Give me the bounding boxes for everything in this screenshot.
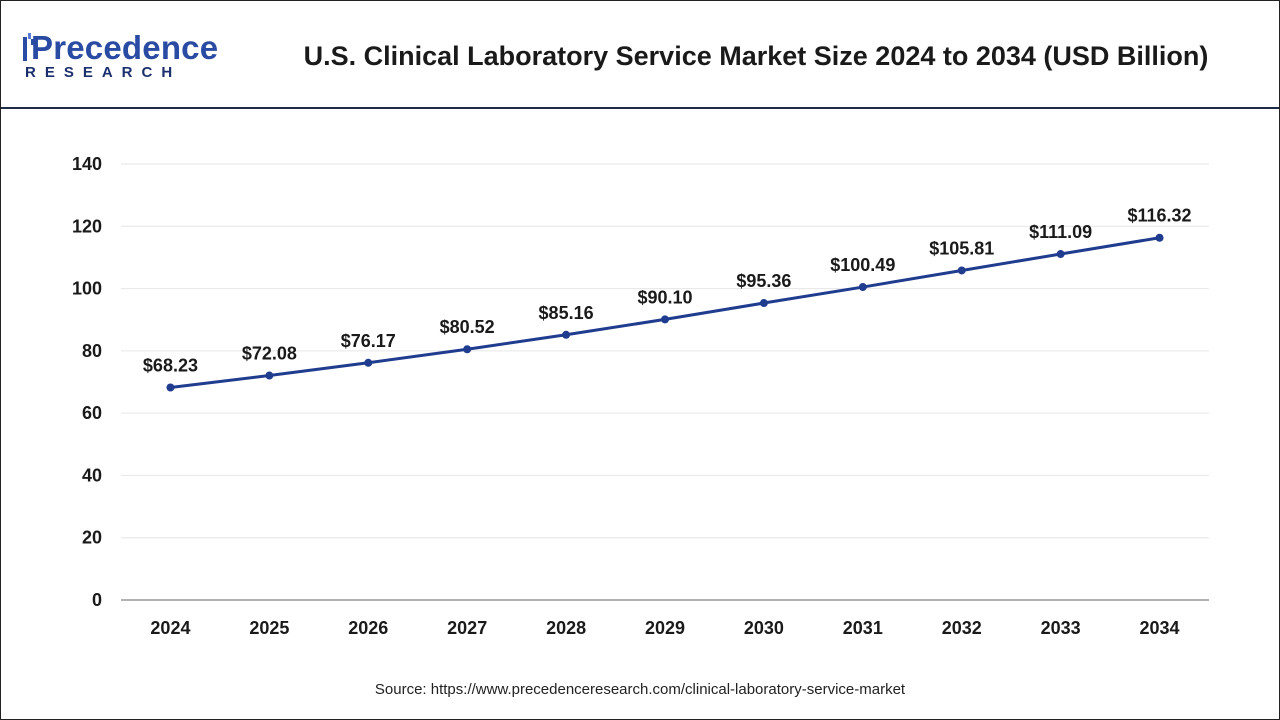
logo-mark-icon <box>23 33 34 61</box>
data-label: $68.23 <box>143 356 198 376</box>
y-tick-label: 60 <box>82 403 102 423</box>
brand-name: Precedence <box>31 29 219 66</box>
x-tick-label: 2033 <box>1041 618 1081 638</box>
x-tick-label: 2034 <box>1140 618 1180 638</box>
x-tick-label: 2032 <box>942 618 982 638</box>
y-tick-label: 20 <box>82 528 102 548</box>
data-point <box>166 383 175 392</box>
data-label: $116.32 <box>1128 206 1192 226</box>
data-point <box>957 266 966 275</box>
data-point <box>265 371 274 380</box>
source-caption: Source: https://www.precedenceresearch.c… <box>374 681 906 698</box>
x-tick-label: 2027 <box>447 618 487 638</box>
series-line <box>170 236 1160 390</box>
x-tick-label: 2026 <box>348 618 388 638</box>
x-tick-label: 2029 <box>645 618 685 638</box>
data-point <box>661 315 669 324</box>
x-tick-label: 2024 <box>150 618 190 638</box>
data-point <box>858 283 867 292</box>
data-point <box>1155 233 1164 242</box>
data-point <box>562 330 571 339</box>
data-point <box>1056 250 1065 259</box>
header: Precedence RESEARCH U.S. Clinical Labora… <box>1 1 1279 109</box>
y-tick-label: 100 <box>72 279 102 299</box>
data-label: $80.52 <box>440 317 495 337</box>
data-label: $76.17 <box>341 331 396 351</box>
y-tick-label: 40 <box>82 465 102 485</box>
data-point <box>759 299 768 308</box>
data-label: $85.16 <box>539 303 594 323</box>
x-tick-label: 2031 <box>843 618 883 638</box>
y-tick-label: 80 <box>82 341 102 361</box>
brand-subtitle: RESEARCH <box>25 64 182 81</box>
data-label: $72.08 <box>242 344 297 364</box>
x-tick-label: 2028 <box>546 618 586 638</box>
data-label: $111.09 <box>1029 222 1092 242</box>
x-tick-label: 2025 <box>249 618 289 638</box>
x-tick-label: 2030 <box>744 618 784 638</box>
data-label: $100.49 <box>830 255 895 275</box>
chart-title: U.S. Clinical Laboratory Service Market … <box>303 41 1209 71</box>
y-tick-label: 140 <box>72 154 102 174</box>
y-tick-label: 0 <box>92 590 102 610</box>
data-label: $90.10 <box>637 287 692 307</box>
data-label: $95.36 <box>736 271 791 291</box>
line-chart: 0 20 40 60 80 100 120 140 2024 2025 2026 2027 2028 20… <box>72 154 1209 638</box>
data-label: $105.81 <box>929 238 994 258</box>
brand-logo[interactable]: Precedence RESEARCH <box>23 29 223 85</box>
data-point <box>364 358 373 367</box>
data-point <box>463 345 472 354</box>
y-tick-label: 120 <box>72 216 102 236</box>
